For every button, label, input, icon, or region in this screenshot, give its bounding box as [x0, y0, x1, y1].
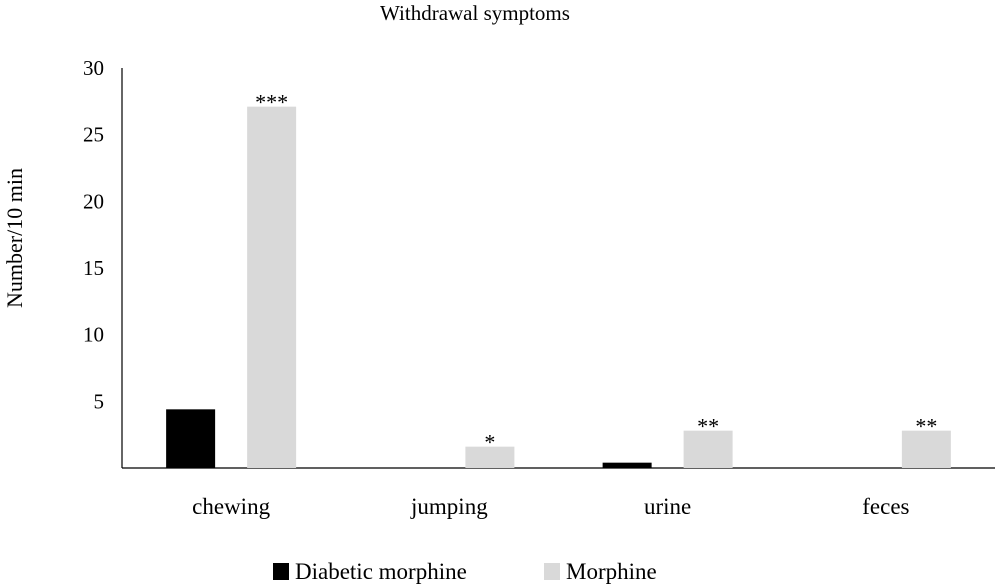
- significance-label: **: [915, 414, 937, 439]
- y-tick-label: 25: [83, 123, 104, 147]
- significance-label: ***: [255, 90, 288, 115]
- x-category-label: jumping: [410, 494, 488, 519]
- y-axis-label: Number/10 min: [2, 168, 27, 308]
- legend-label: Morphine: [566, 559, 657, 584]
- legend-swatch: [544, 563, 560, 580]
- bar-diabetic-morphine-urine: [602, 462, 652, 468]
- category-labels: chewing jumping urine feces: [192, 494, 909, 519]
- y-tick-labels: 5 10 15 20 25 30: [83, 56, 104, 413]
- legend-label: Diabetic morphine: [295, 559, 467, 584]
- y-tick-label: 30: [83, 56, 104, 80]
- bar-morphine-urine: [683, 430, 733, 468]
- bar-morphine-chewing: [247, 106, 297, 469]
- significance-label: *: [484, 430, 495, 455]
- y-tick-label: 20: [83, 189, 104, 213]
- bar-morphine-jumping: [465, 446, 515, 468]
- y-tick-label: 5: [94, 389, 105, 413]
- significance-label: **: [697, 414, 719, 439]
- x-category-label: urine: [644, 494, 691, 519]
- y-tick-label: 10: [83, 323, 104, 347]
- x-category-label: feces: [862, 494, 909, 519]
- chart-title: Withdrawal symptoms: [380, 1, 570, 25]
- legend-swatch: [273, 563, 289, 580]
- significance-labels: ****** **: [255, 90, 937, 455]
- legend: Diabetic morphine Morphine: [273, 559, 657, 584]
- y-tick-label: 15: [83, 256, 104, 280]
- bar-morphine-feces: [901, 430, 951, 468]
- bars-group: [166, 106, 951, 469]
- bar-diabetic-morphine-chewing: [166, 409, 216, 468]
- x-category-label: chewing: [192, 494, 270, 519]
